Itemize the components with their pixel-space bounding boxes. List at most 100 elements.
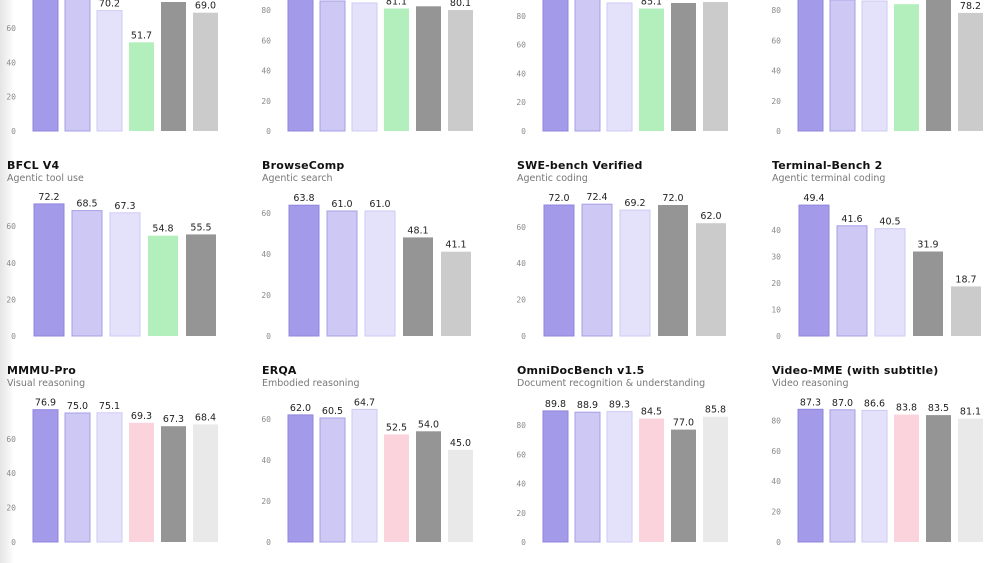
- bar: [926, 415, 951, 542]
- bar-chart: 0 20 40 60 62.0 60.5 64.7 52.5 54.0 45.0: [261, 397, 473, 547]
- bar-value-label: 83.8: [896, 403, 917, 414]
- bar: [288, 204, 320, 337]
- bar: [829, 0, 856, 132]
- bar-value-label: 89.3: [609, 400, 630, 411]
- y-tick-label: 0: [521, 332, 526, 341]
- chart-panel: BrowseComp Agentic search 0 20 40 60 63.8 61.0 6…: [255, 0, 505, 563]
- chart-subtitle: Agentic search: [262, 173, 333, 184]
- bar-chart: 0 20 40 60 80 89.8 88.9 89.3 84.5 77.0 85.8: [516, 399, 728, 547]
- bar-value-label: 54.8: [152, 224, 173, 235]
- y-tick-label: 80: [516, 12, 526, 21]
- bar-value-label: 63.8: [293, 193, 314, 204]
- bar-value-label: 62.0: [290, 403, 311, 414]
- y-tick-label: 60: [516, 450, 526, 459]
- bar-value-label: 75.0: [67, 401, 88, 412]
- chart-panel: 0 20 40 60 80 85.1: [510, 0, 760, 563]
- bar-value-label: 49.4: [803, 193, 824, 204]
- bar: [542, 0, 569, 132]
- bar-value-label: 87.3: [800, 397, 821, 408]
- bar-value-label: 77.0: [673, 418, 694, 429]
- bar-value-label: 85.1: [641, 0, 662, 8]
- bar: [64, 0, 91, 132]
- chart-title: Video-MME (with subtitle): [772, 364, 939, 377]
- bar: [639, 8, 664, 131]
- y-tick-label: 10: [771, 306, 781, 315]
- y-tick-label: 0: [521, 538, 526, 547]
- y-tick-label: 20: [516, 98, 526, 107]
- y-tick-label: 40: [771, 477, 781, 486]
- y-tick-label: 40: [516, 480, 526, 489]
- bar-value-label: 45.0: [450, 438, 471, 449]
- y-tick-label: 40: [261, 67, 271, 76]
- bar: [861, 0, 888, 132]
- bar: [542, 410, 569, 543]
- bar: [958, 12, 983, 131]
- y-tick-label: 20: [771, 97, 781, 106]
- y-tick-label: 60: [6, 435, 16, 444]
- y-tick-label: 60: [261, 415, 271, 424]
- y-tick-label: 20: [6, 504, 16, 513]
- y-tick-label: 0: [776, 127, 781, 136]
- bar-value-label: 68.4: [195, 412, 216, 423]
- bar-value-label: 55.5: [190, 222, 211, 233]
- bar-value-label: 85.8: [705, 405, 726, 416]
- bar: [71, 210, 103, 337]
- bar: [416, 6, 441, 131]
- chart-subtitle: Document recognition & understanding: [517, 378, 706, 389]
- bar: [639, 418, 664, 542]
- bar: [913, 251, 943, 336]
- bar-value-label: 69.0: [195, 1, 216, 12]
- bar: [319, 0, 346, 132]
- bar-chart: 0 20 40 60 80 87.3 87.0 86.6 83.8 83.5 81.1: [771, 397, 983, 547]
- bar: [96, 412, 123, 543]
- bar-chart: 0 10 20 30 40 49.4 41.6 40.5 31.9 18.7: [771, 193, 981, 341]
- bar-value-label: 41.1: [445, 240, 466, 251]
- y-tick-label: 20: [6, 93, 16, 102]
- bar: [836, 225, 868, 337]
- bar-value-label: 88.9: [577, 400, 598, 411]
- bar: [894, 414, 919, 542]
- bar: [829, 409, 856, 543]
- bar: [287, 0, 314, 132]
- y-tick-label: 40: [771, 67, 781, 76]
- bar: [703, 416, 728, 542]
- bar-value-label: 84.5: [641, 407, 662, 418]
- bar: [32, 0, 59, 132]
- y-tick-label: 30: [771, 253, 781, 262]
- chart-panel: SWE-bench Verified Agentic coding 0 20 40 60 7…: [510, 0, 760, 563]
- chart-panel: 0 20 40 60 80 81.1 80.1: [255, 0, 505, 563]
- y-tick-label: 0: [266, 332, 271, 341]
- y-tick-label: 0: [776, 538, 781, 547]
- y-tick-label: 0: [266, 127, 271, 136]
- bar: [926, 0, 951, 132]
- bar: [798, 204, 830, 337]
- bar-chart: 0 20 40 60 76.9 75.0 75.1 69.3 67.3 68.4: [6, 398, 218, 547]
- y-tick-label: 80: [516, 421, 526, 430]
- bar: [148, 235, 178, 336]
- bar-value-label: 67.3: [114, 201, 135, 212]
- chart-title: OmniDocBench v1.5: [517, 364, 645, 377]
- bar: [448, 449, 473, 542]
- bar: [696, 223, 726, 336]
- bar: [193, 12, 218, 132]
- bar-value-label: 41.6: [841, 214, 862, 225]
- bar-value-label: 54.0: [418, 419, 439, 430]
- chart-title: BrowseComp: [262, 159, 345, 172]
- bar-chart: 0 20 40 60 80 85.1: [516, 0, 728, 136]
- bar-value-label: 61.0: [331, 199, 352, 210]
- bar-value-label: 69.3: [131, 411, 152, 422]
- y-tick-label: 20: [771, 508, 781, 517]
- y-tick-label: 60: [6, 24, 16, 33]
- y-tick-label: 60: [516, 41, 526, 50]
- bar: [161, 2, 186, 131]
- y-tick-label: 60: [516, 223, 526, 232]
- chart-title: MMMU-Pro: [7, 364, 76, 377]
- y-tick-label: 80: [771, 416, 781, 425]
- bar: [319, 417, 346, 543]
- bar-value-label: 80.1: [450, 0, 471, 9]
- y-tick-label: 60: [261, 209, 271, 218]
- bar-value-label: 69.2: [624, 198, 645, 209]
- chart-subtitle: Agentic tool use: [7, 173, 84, 184]
- bar: [543, 204, 575, 337]
- y-tick-label: 0: [521, 127, 526, 136]
